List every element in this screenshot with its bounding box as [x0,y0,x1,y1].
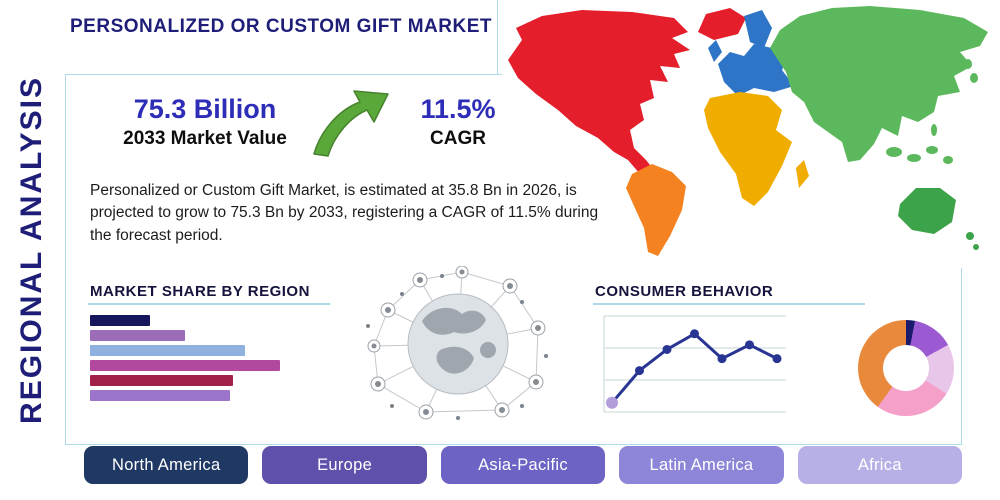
consumer-behavior-underline [593,303,865,305]
legend-north-america: North America [84,446,249,484]
bar-6 [90,390,230,401]
map-philippines [931,124,937,136]
market-share-underline [88,303,330,305]
world-map-svg [508,6,988,256]
market-value-block: 75.3 Billion 2033 Market Value [95,94,315,150]
map-japan [964,59,972,69]
legend-row: North America Europe Asia-Pacific Latin Ame… [84,446,963,484]
world-map [502,2,996,268]
map-greenland [698,8,746,40]
market-value: 75.3 Billion [133,94,277,124]
market-description: Personalized or Custom Gift Market, is e… [90,182,599,244]
consumer-line-chart-svg [603,315,786,413]
cagr-caption: CAGR [430,128,486,149]
bar-2 [90,330,185,341]
consumer-behavior-title: CONSUMER BEHAVIOR [595,283,774,300]
market-share-title: MARKET SHARE BY REGION [90,283,310,300]
globe-network-graphic [362,265,554,422]
legend-europe: Europe [262,446,427,484]
map-south-america [626,164,686,256]
bar-5 [90,375,233,386]
map-uk [708,40,722,62]
map-se-asia-island [943,156,953,164]
cagr-block: 11.5% CAGR [398,94,518,150]
divider-line [497,0,498,75]
network-nodes [367,265,546,420]
map-north-america [508,10,690,174]
map-madagascar [796,160,809,188]
map-se-asia-island [886,147,902,157]
globe-continents [422,307,496,374]
globe-network-svg [366,265,548,420]
map-australia [898,188,956,234]
map-asia [770,6,988,162]
bar-4 [90,360,280,371]
donut-chart [858,320,954,416]
cagr-value: 11.5% [420,94,496,124]
side-label-wrap: REGIONAL ANALYSIS [0,0,64,500]
growth-arrow-icon [313,90,389,157]
consumer-line-chart [600,308,790,422]
map-africa [704,92,792,206]
map-se-asia-island [926,146,938,154]
map-new-zealand [973,244,979,250]
map-new-zealand [966,232,974,240]
map-se-asia-island [907,154,921,162]
network-dots [366,274,548,420]
market-value-caption: 2033 Market Value [123,128,287,149]
legend-latin-america: Latin America [619,446,784,484]
side-label: REGIONAL ANALYSIS [15,76,49,424]
legend-africa: Africa [797,446,963,484]
legend-asia-pacific: Asia-Pacific [440,446,606,484]
map-scandinavia [744,10,772,48]
page-title: PERSONALIZED OR CUSTOM GIFT MARKET [70,16,492,37]
bar-3 [90,345,245,356]
bar-1 [90,315,150,326]
market-share-bar-chart [90,315,300,405]
map-europe [718,44,794,96]
map-japan [970,73,978,83]
